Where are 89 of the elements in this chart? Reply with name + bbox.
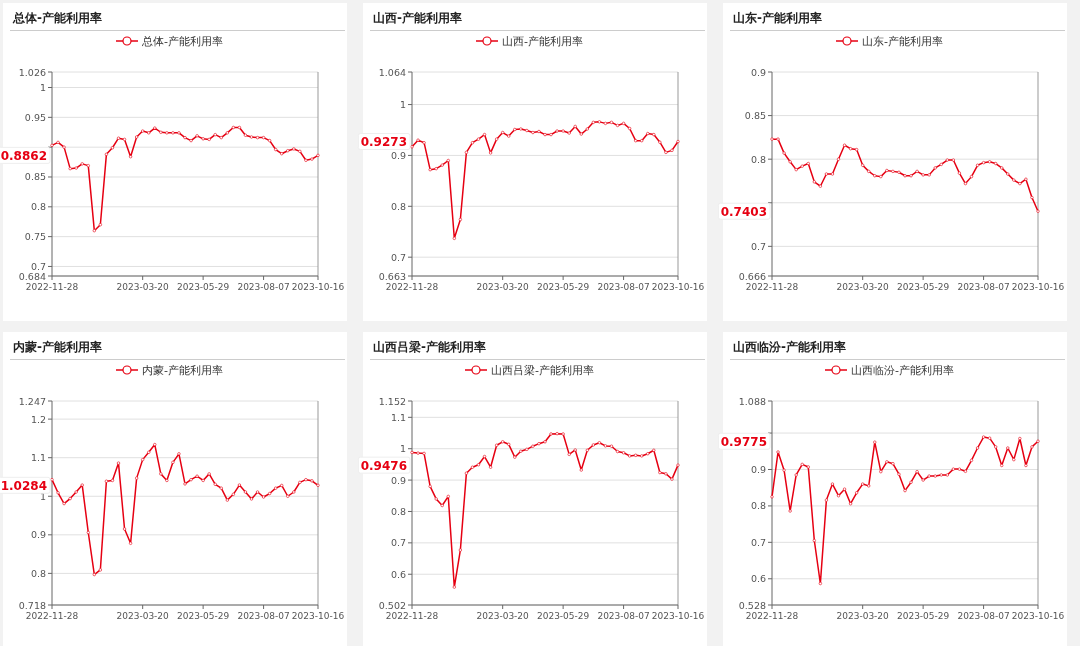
y-tick-label: 1 [39,490,46,502]
x-tick-label: 2022-11-28 [25,282,79,292]
chart-title: 山西-产能利用率 [373,11,462,25]
y-tick-label: 1.064 [378,66,406,78]
legend-label: 山西-产能利用率 [502,35,583,48]
y-tick-label: 0.8 [750,153,766,165]
y-tick-label: 0.9 [30,529,46,541]
text: 0.7403 [720,204,767,219]
x-tick-label: 2023-10-16 [1011,282,1065,292]
y-tick-label: 1.026 [18,66,46,78]
y-tick-label: 1.1 [30,452,46,464]
y-tick-label: 0.7 [750,536,766,548]
x-tick-label: 2023-08-07 [597,611,650,621]
y-tick-label: 0.85 [24,171,46,183]
x-tick-label: 2023-05-29 [536,611,590,621]
y-tick-label: 1.152 [378,395,406,407]
legend-label: 山西临汾-产能利用率 [851,364,954,377]
x-tick-label: 2023-05-29 [176,282,230,292]
line-series [410,120,680,240]
y-tick-label: 0.9 [750,463,766,475]
y-tick-label: 1 [399,443,406,455]
text: 0.9775 [720,434,767,449]
x-tick-label: 2022-11-28 [385,282,439,292]
y-tick-label: 0.7 [390,251,406,263]
y-tick-label: 1.2 [30,413,46,425]
y-tick-label: 1 [399,99,406,111]
x-tick-label: 2023-03-20 [836,282,890,292]
text: 0.8862 [0,148,47,163]
x-tick-label: 2023-03-20 [116,611,170,621]
y-tick-label: 0.666 [738,270,766,282]
y-tick-label: 0.8 [750,500,766,512]
chart-title: 山东-产能利用率 [733,11,822,25]
y-tick-label: 0.85 [744,110,766,122]
x-tick-label: 2023-03-20 [476,611,530,621]
text: 0.9273 [360,135,407,150]
legend-label: 内蒙-产能利用率 [142,364,223,377]
y-tick-label: 0.8 [30,567,46,579]
x-tick-label: 2023-05-29 [536,282,590,292]
x-tick-label: 2023-03-20 [116,282,170,292]
x-tick-label: 2023-10-16 [291,282,345,292]
legend-label: 总体-产能利用率 [141,35,223,48]
y-tick-label: 1 [39,82,46,94]
x-tick-label: 2023-10-16 [651,282,705,292]
x-tick-label: 2023-08-07 [237,611,290,621]
x-tick-label: 2023-05-29 [176,611,230,621]
y-tick-label: 0.7 [30,260,46,272]
x-tick-label: 2023-08-07 [597,282,650,292]
x-tick-label: 2023-05-29 [896,282,950,292]
x-tick-label: 2023-10-16 [291,611,345,621]
y-tick-label: 0.9 [390,149,406,161]
chart-title: 山西临汾-产能利用率 [733,340,846,354]
x-tick-label: 2022-11-28 [385,611,439,621]
y-tick-label: 0.718 [18,599,46,611]
chart-title: 内蒙-产能利用率 [13,340,102,354]
x-tick-label: 2023-10-16 [651,611,705,621]
text: 1.0284 [0,478,47,493]
y-tick-label: 0.502 [378,599,406,611]
legend-label: 山西吕梁-产能利用率 [491,364,594,377]
y-tick-label: 1.088 [738,395,766,407]
x-tick-label: 2023-08-07 [957,611,1010,621]
legend-label: 山东-产能利用率 [862,35,943,48]
y-tick-label: 0.8 [390,505,406,517]
y-tick-label: 0.8 [30,201,46,213]
y-tick-label: 0.95 [24,111,46,123]
x-tick-label: 2023-10-16 [1011,611,1065,621]
y-tick-label: 1.1 [390,411,406,423]
x-tick-label: 2023-05-29 [896,611,950,621]
y-tick-label: 0.7 [750,240,766,252]
chart-title: 总体-产能利用率 [12,11,102,25]
x-tick-label: 2023-03-20 [836,611,890,621]
y-tick-label: 0.6 [750,573,766,585]
y-tick-label: 0.75 [24,231,46,243]
y-tick-label: 0.8 [390,200,406,212]
y-tick-label: 0.9 [390,474,406,486]
y-tick-label: 0.7 [390,537,406,549]
x-tick-label: 2022-11-28 [745,282,799,292]
y-tick-label: 1.247 [18,395,46,407]
x-tick-label: 2023-03-20 [476,282,530,292]
text: 0.9476 [360,458,407,473]
x-tick-label: 2022-11-28 [25,611,79,621]
chart-title: 山西吕梁-产能利用率 [373,340,486,354]
x-tick-label: 2023-08-07 [237,282,290,292]
x-tick-label: 2022-11-28 [745,611,799,621]
y-tick-label: 0.528 [738,599,766,611]
x-tick-label: 2023-08-07 [957,282,1010,292]
y-tick-label: 0.9 [750,66,766,78]
y-tick-label: 0.6 [390,568,406,580]
y-tick-label: 0.663 [378,270,406,282]
y-tick-label: 0.684 [18,270,46,282]
